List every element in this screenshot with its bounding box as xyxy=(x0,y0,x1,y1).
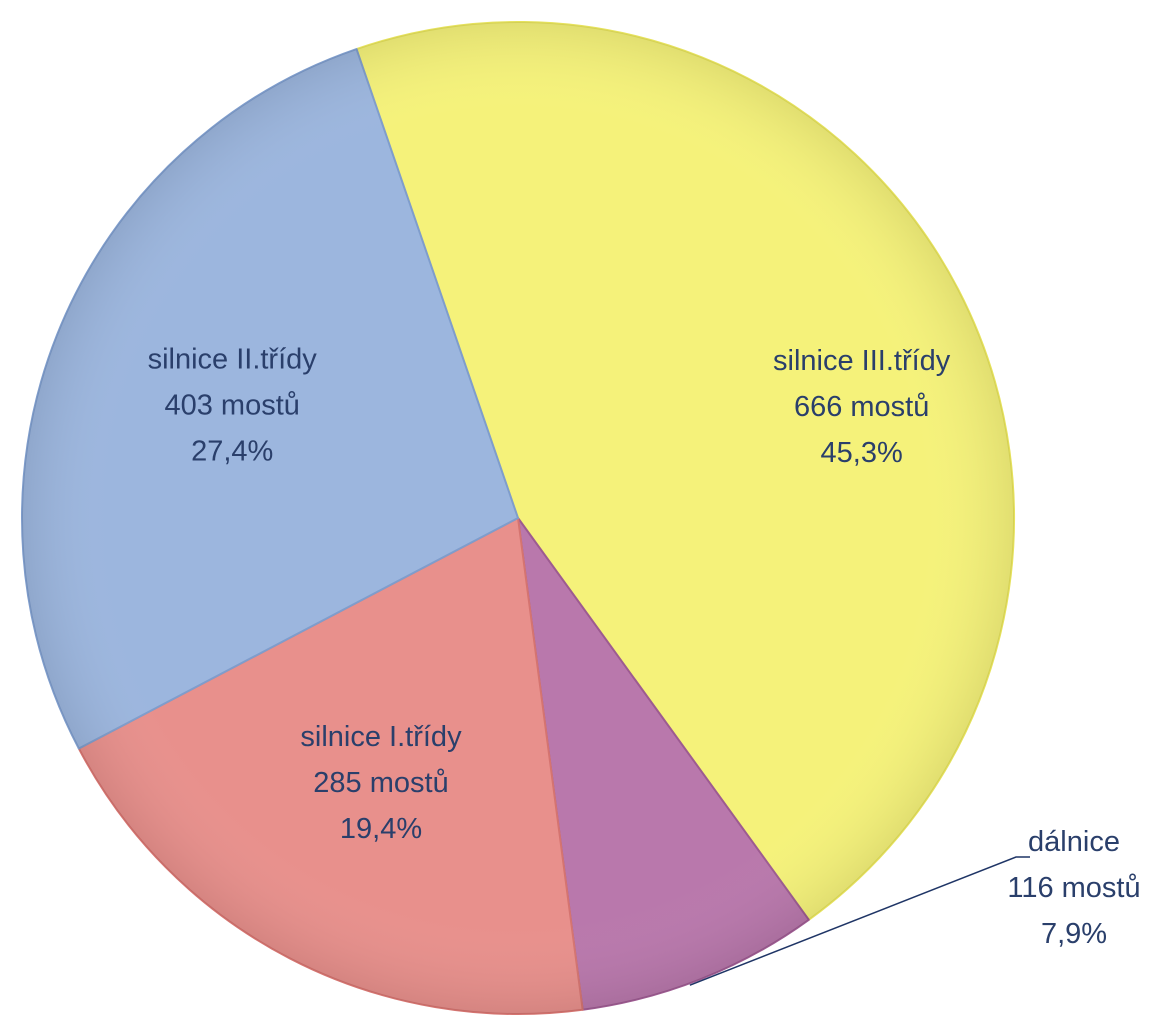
slice-label-name-1: dálnice xyxy=(1028,826,1120,858)
slice-label-name-0: silnice III.třídy xyxy=(773,345,951,377)
slice-label-count-2: 285 mostů xyxy=(313,767,448,799)
slice-label-count-0: 666 mostů xyxy=(794,391,929,423)
pie-slices xyxy=(22,22,1014,1014)
slice-label-percent-2: 19,4% xyxy=(340,813,422,845)
slice-label-count-3: 403 mostů xyxy=(164,390,299,422)
slice-label-percent-1: 7,9% xyxy=(1041,918,1107,950)
slice-label-percent-3: 27,4% xyxy=(191,436,273,468)
slice-label-name-3: silnice II.třídy xyxy=(148,344,318,376)
slice-label-name-2: silnice I.třídy xyxy=(300,721,462,753)
slice-label-percent-0: 45,3% xyxy=(821,437,903,469)
slice-label-count-1: 116 mostů xyxy=(1007,872,1140,904)
